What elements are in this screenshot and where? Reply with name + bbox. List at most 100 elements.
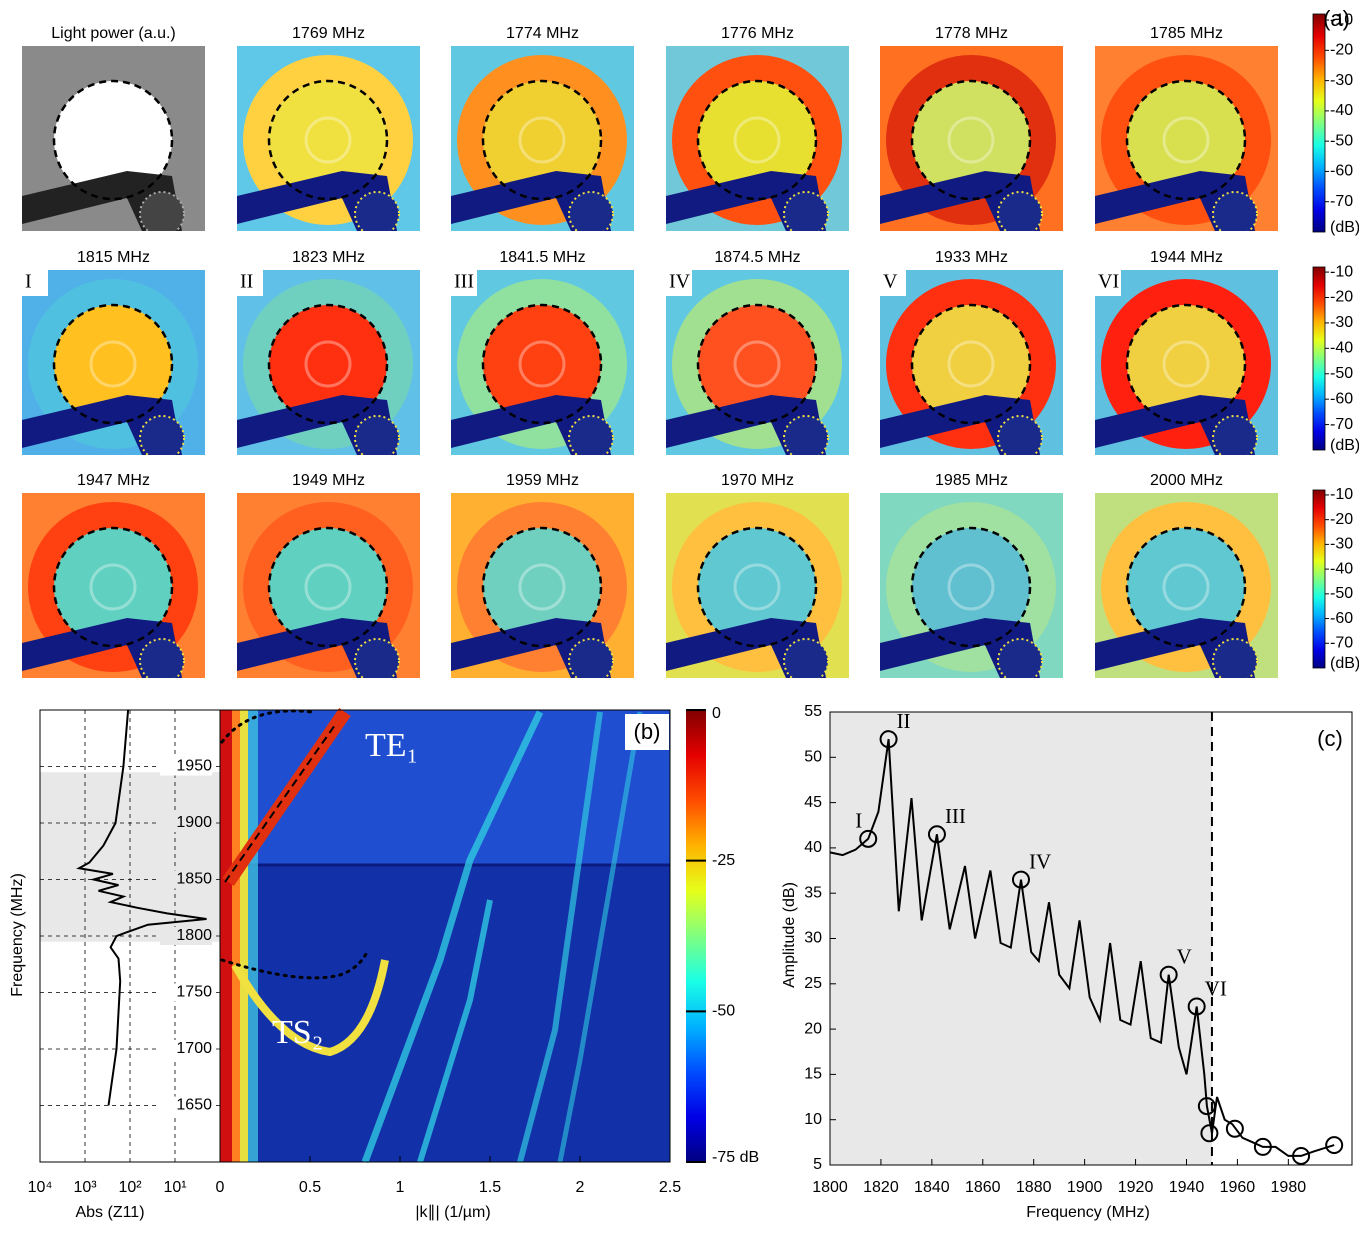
map-ring [243,55,413,225]
y-tick-label: 1850 [176,871,212,888]
marker-label: V [1177,945,1192,969]
x-tick-label: 2.5 [659,1179,681,1196]
image-title: Light power (a.u.) [51,25,176,42]
colorbar-tick-label: -50 [1330,132,1353,149]
map-ring [457,279,627,449]
map-ring [28,502,198,672]
marker [859,829,878,848]
colorbar-tick-label: -60 [1330,390,1353,407]
roman-bg [237,270,263,296]
x-tick-label: 0 [216,1179,225,1196]
colorbar [1312,13,1326,233]
map-center [947,340,995,388]
image-title: 1823 MHz [292,249,365,266]
disk-outline [910,303,1032,425]
map-center [518,116,566,164]
z11-line [76,709,207,1106]
map-center [304,340,352,388]
probe-tip [568,191,614,231]
colorbar-tick-label: -70 [1330,416,1353,433]
colorbar-unit: (dB) [1330,219,1359,236]
marker [1187,997,1206,1016]
colorbar-tick-label: -25 [712,852,735,869]
axes-frame [829,711,1353,1166]
x-tick-label: 1960 [1220,1179,1256,1196]
map-ring [243,502,413,672]
disk-outline [481,303,603,425]
marker-label: III [945,804,966,828]
x-tick-label: 10⁴ [28,1179,53,1196]
map-center [518,563,566,611]
colorbar-tick-label: -30 [1330,536,1353,553]
field-map [237,493,420,678]
field-map [451,270,634,455]
map-center [518,340,566,388]
image-title: 1778 MHz [935,25,1008,42]
roman-bg [22,270,48,296]
image-title: 1776 MHz [721,25,794,42]
disk-outline [267,79,389,201]
roman-bg [880,270,906,296]
marker [1253,1137,1272,1156]
roman-bg [1095,270,1121,296]
map-ring [672,279,842,449]
probe-tip [139,191,185,231]
probe-tip [1212,638,1258,678]
y-axis-label: Frequency (MHz) [9,873,26,997]
probe-tip [1212,191,1258,231]
y-tick-label: 45 [804,794,822,811]
map-ring [886,55,1056,225]
map-center [1162,340,1210,388]
image-title: 1985 MHz [935,472,1008,489]
map-center [733,563,781,611]
field-map [1095,270,1278,455]
y-tick-label: 1900 [176,814,212,831]
disk-outline [1125,303,1247,425]
field-map [451,46,634,231]
colorbar-tick-label: -60 [1330,610,1353,627]
probe-tip [997,638,1043,678]
roman-label: IV [669,271,691,293]
probe-tip [354,191,400,231]
probe-tip [997,415,1043,455]
marker-label: VI [1205,976,1227,1000]
x-tick-label: 1860 [965,1179,1001,1196]
colorbar-tick-label: -30 [1330,314,1353,331]
x-tick-label: 1980 [1271,1179,1307,1196]
map-ring [28,55,198,225]
colorbar-tick-label: -60 [1330,163,1353,180]
field-map [22,493,205,678]
marker [1011,870,1030,889]
probe-tip [783,638,829,678]
field-map [1095,493,1278,678]
x-axis-label: |k∥| (1/µm) [415,1204,490,1221]
y-tick-label: 1800 [176,927,212,944]
y-tick-label: 50 [804,749,822,766]
x-tick-label: 0.5 [299,1179,321,1196]
map-ring [457,55,627,225]
x-tick-label: 1840 [914,1179,950,1196]
roman-label: V [883,271,898,293]
map-ring [886,502,1056,672]
annotation: TE₁ [365,727,418,764]
disk-outline [52,303,174,425]
annotation: TS₂ [272,1014,324,1051]
colorbar [1312,266,1326,451]
field-map [666,46,849,231]
roman-bg [666,270,692,296]
colorbar [1312,489,1326,669]
colorbar-tick-label: -10 [1330,11,1353,28]
image-title: 1874.5 MHz [714,249,800,266]
tick-label-bg [160,1096,212,1115]
disk-outline [1125,526,1247,648]
panel-label: (c) [1317,726,1343,751]
y-tick-label: 1700 [176,1040,212,1057]
y-tick-label: 35 [804,884,822,901]
map-ring [457,502,627,672]
x-tick-label: 1800 [812,1179,848,1196]
roman-label: II [240,271,253,293]
map-center [91,118,135,162]
x-tick-label: 10³ [73,1179,97,1196]
map-center [947,116,995,164]
